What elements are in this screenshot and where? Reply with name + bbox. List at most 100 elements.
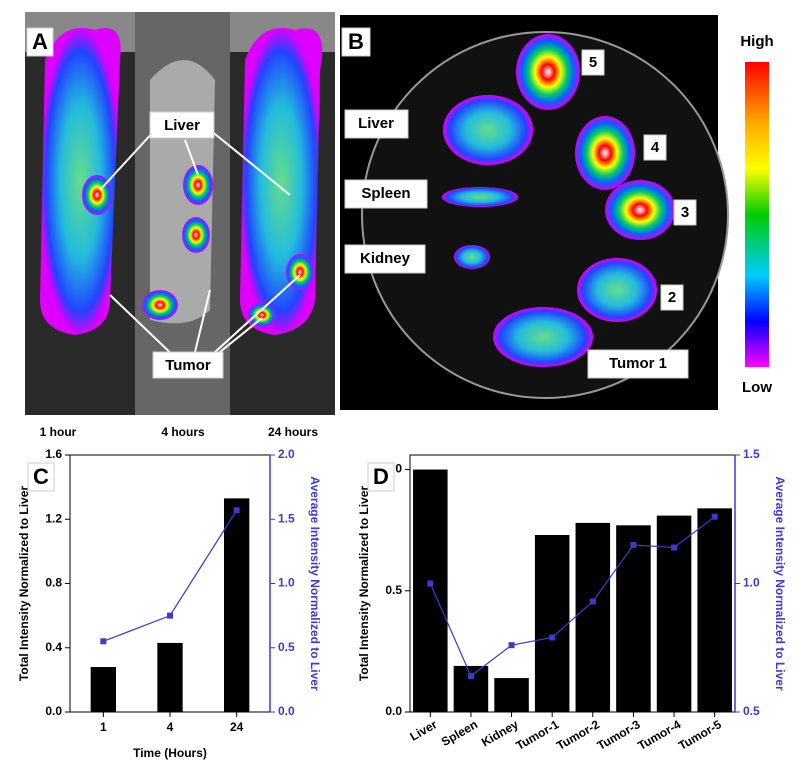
x-tick-label: Tumor-1 bbox=[513, 717, 561, 753]
bar bbox=[534, 535, 570, 712]
label-box bbox=[344, 179, 428, 209]
tumor-label: 5 bbox=[589, 54, 597, 71]
organ-signal bbox=[493, 307, 593, 367]
arrows bbox=[99, 129, 301, 363]
panel-a: A Liver Tumor 1 hour 4 hours 24 hours bbox=[25, 12, 335, 439]
label-box bbox=[643, 134, 667, 161]
tumor-label: Tumor 1 bbox=[609, 355, 667, 372]
bar bbox=[494, 678, 529, 712]
bar bbox=[453, 665, 489, 712]
y-axis-label: Total Intensity Normalized to Liver bbox=[17, 486, 31, 681]
x-tick-label: Liver bbox=[408, 717, 440, 744]
charts: 0.0 0.4 0.8 1.2 1.6 0.0 0.5 1.0 1.5 2.0 1 4 24 Total … bbox=[17, 447, 787, 760]
bar bbox=[90, 667, 116, 712]
line-marker bbox=[671, 544, 678, 551]
organ-signal bbox=[454, 245, 490, 269]
line-marker bbox=[427, 580, 434, 587]
line-marker bbox=[508, 642, 515, 649]
panel-letter: C bbox=[33, 464, 49, 489]
line-marker bbox=[233, 507, 240, 514]
hot-spot bbox=[182, 217, 210, 253]
y2-axis-label: Average Intensity Normalized to Liver bbox=[308, 476, 322, 691]
organ-label: Liver bbox=[164, 117, 200, 134]
y-tick-label: 1.2 bbox=[45, 511, 62, 525]
line-marker bbox=[167, 612, 173, 619]
x-tick-label: Tumor-3 bbox=[595, 717, 643, 753]
organ-signal bbox=[605, 180, 675, 240]
panel-letter: D bbox=[373, 464, 389, 489]
line-marker bbox=[589, 598, 596, 605]
label-box bbox=[344, 109, 409, 139]
y2-tick-label: 0.5 bbox=[278, 640, 295, 654]
line-marker bbox=[467, 673, 474, 680]
organ-signal bbox=[577, 258, 657, 322]
organ-signal bbox=[516, 34, 580, 110]
x-tick-label: Spleen bbox=[439, 717, 480, 749]
y-tick-label: 0.0 bbox=[385, 704, 402, 718]
label-box bbox=[344, 244, 426, 274]
hot-spot bbox=[183, 165, 213, 205]
label-box bbox=[341, 27, 371, 57]
y-axis-label: Total Intensity Normalized to Liver bbox=[357, 486, 371, 681]
x-tick-label: Tumor-5 bbox=[676, 717, 724, 753]
organ-label: Tumor bbox=[165, 357, 211, 374]
color-bar bbox=[745, 62, 769, 367]
label-box bbox=[26, 27, 54, 57]
label-box bbox=[673, 199, 697, 226]
x-tick-label: Tumor-2 bbox=[554, 717, 602, 753]
line-marker bbox=[100, 638, 107, 645]
line bbox=[429, 516, 716, 677]
organ-label: Spleen bbox=[361, 185, 410, 202]
label-box bbox=[149, 111, 215, 139]
time-label: 4 hours bbox=[161, 425, 205, 439]
y2-tick-label: 2.0 bbox=[278, 447, 295, 461]
bar bbox=[413, 469, 448, 712]
y-tick-label: 1.6 bbox=[45, 447, 62, 461]
color-bar-label: High bbox=[740, 33, 773, 50]
x-tick-label: 24 bbox=[230, 720, 244, 734]
bar bbox=[157, 642, 183, 712]
y2-tick-label: 1.0 bbox=[278, 576, 295, 590]
line-marker bbox=[630, 541, 637, 548]
y2-tick-label: 1.5 bbox=[278, 511, 295, 525]
x-tick-label: 1 bbox=[100, 720, 107, 734]
y-tick-label: 0.0 bbox=[45, 704, 62, 718]
y-tick-label: 0.8 bbox=[45, 576, 62, 590]
y2-tick-label: 1.0 bbox=[743, 576, 760, 590]
organ-signal bbox=[442, 187, 518, 207]
bar bbox=[697, 508, 732, 712]
line-marker bbox=[549, 634, 556, 641]
tumor-label: 2 bbox=[668, 289, 676, 306]
time-label: 24 hours bbox=[268, 425, 318, 439]
label-box bbox=[152, 351, 224, 379]
panel-letter: A bbox=[32, 29, 48, 54]
time-label: 1 hour bbox=[40, 425, 77, 439]
mouse-signal bbox=[240, 28, 323, 335]
x-axis-label: Time (Hours) bbox=[133, 746, 207, 760]
y2-axis-label: Average Intensity Normalized to Liver bbox=[773, 476, 787, 691]
line-marker bbox=[711, 513, 718, 520]
hot-spot bbox=[142, 290, 178, 320]
mouse-signal bbox=[40, 28, 121, 335]
x-tick-label: Tumor-4 bbox=[635, 717, 683, 753]
x-tick-label: 4 bbox=[167, 720, 174, 734]
bar bbox=[224, 498, 250, 712]
label-box bbox=[587, 349, 689, 379]
label-box bbox=[27, 462, 55, 492]
tumor-label: 3 bbox=[681, 204, 689, 221]
y-tick-label: 0.4 bbox=[45, 640, 62, 654]
y2-tick-label: 1.5 bbox=[743, 447, 760, 461]
label-box bbox=[367, 462, 395, 492]
organ-signal bbox=[443, 95, 533, 165]
organ-label: Liver bbox=[358, 115, 394, 132]
y2-tick-label: 0.0 bbox=[278, 704, 295, 718]
panel-letter: B bbox=[348, 29, 364, 54]
label-box bbox=[660, 284, 684, 311]
y-tick-label: 0.5 bbox=[385, 583, 402, 597]
label-box bbox=[581, 49, 605, 76]
hot-spot bbox=[248, 303, 276, 327]
bar bbox=[575, 522, 611, 712]
color-bar-label: Low bbox=[742, 379, 772, 396]
